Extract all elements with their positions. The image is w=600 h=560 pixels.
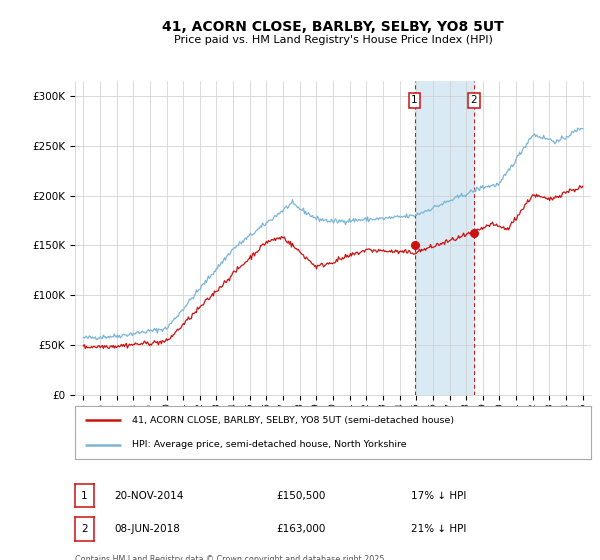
Text: 21% ↓ HPI: 21% ↓ HPI [411, 524, 466, 534]
Text: 20-NOV-2014: 20-NOV-2014 [114, 491, 184, 501]
Text: £150,500: £150,500 [276, 491, 325, 501]
Text: 1: 1 [81, 491, 88, 501]
Text: £163,000: £163,000 [276, 524, 325, 534]
Text: Contains HM Land Registry data © Crown copyright and database right 2025.
This d: Contains HM Land Registry data © Crown c… [75, 555, 387, 560]
Text: Price paid vs. HM Land Registry's House Price Index (HPI): Price paid vs. HM Land Registry's House … [173, 35, 493, 45]
Text: 41, ACORN CLOSE, BARLBY, SELBY, YO8 5UT (semi-detached house): 41, ACORN CLOSE, BARLBY, SELBY, YO8 5UT … [132, 416, 454, 425]
Text: 08-JUN-2018: 08-JUN-2018 [114, 524, 180, 534]
Text: 2: 2 [81, 524, 88, 534]
Text: 1: 1 [411, 95, 418, 105]
Bar [415, 81, 473, 395]
Text: 41, ACORN CLOSE, BARLBY, SELBY, YO8 5UT: 41, ACORN CLOSE, BARLBY, SELBY, YO8 5UT [162, 20, 504, 34]
Text: 17% ↓ HPI: 17% ↓ HPI [411, 491, 466, 501]
Text: HPI: Average price, semi-detached house, North Yorkshire: HPI: Average price, semi-detached house,… [132, 440, 406, 449]
Text: 2: 2 [470, 95, 477, 105]
